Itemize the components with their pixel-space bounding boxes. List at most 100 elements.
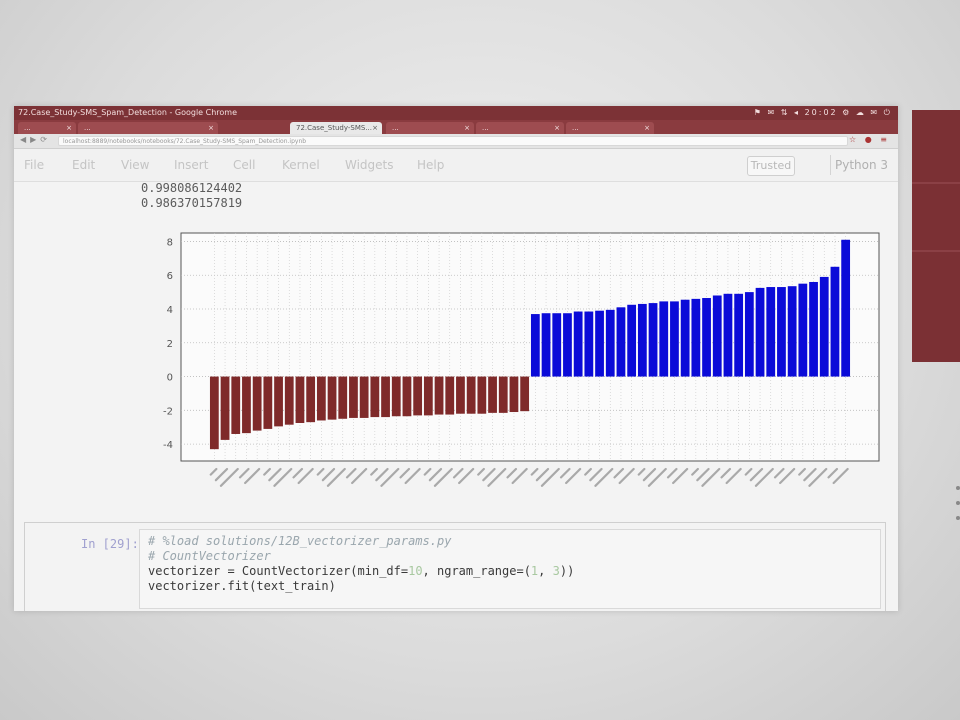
bar — [263, 376, 273, 429]
x-tick-label-blurred — [375, 467, 389, 482]
menu-widgets[interactable]: Widgets — [345, 158, 394, 172]
x-tick-label-blurred — [754, 467, 774, 487]
close-icon[interactable]: × — [66, 124, 72, 132]
bar — [787, 286, 797, 377]
x-tick-label-blurred — [773, 467, 785, 479]
bar — [349, 376, 358, 418]
browser-tab[interactable]: ... × — [566, 122, 654, 134]
x-tick-label-blurred — [238, 467, 250, 479]
browser-tab-active[interactable]: 72.Case_Study-SMS... × — [290, 122, 382, 134]
close-icon[interactable]: × — [554, 124, 560, 132]
x-tick-label-blurred — [345, 467, 357, 479]
url-field[interactable]: localhost:8889/notebooks/notebooks/72.Ca… — [58, 136, 848, 146]
bar — [391, 376, 401, 417]
code-token: vectorizer = CountVectorizer(min_df= — [148, 564, 409, 578]
y-tick-label: 2 — [167, 339, 173, 350]
menu-cell[interactable]: Cell — [233, 158, 256, 172]
menu-kernel[interactable]: Kernel — [282, 158, 320, 172]
bar — [381, 376, 390, 418]
x-tick-label-blurred — [725, 467, 742, 485]
browser-tab[interactable]: ... × — [476, 122, 564, 134]
extension-icons[interactable]: ☆ ● ≡ — [849, 135, 890, 144]
code-line: # %load solutions/12B_vectorizer_params.… — [148, 534, 452, 548]
close-icon[interactable]: × — [208, 124, 214, 132]
bar — [220, 376, 230, 440]
browser-tab[interactable]: ... × — [386, 122, 474, 134]
tab-label: 72.Case_Study-SMS... — [296, 124, 372, 132]
bar — [530, 314, 540, 377]
x-tick-label-blurred — [720, 467, 732, 479]
bar — [327, 376, 337, 420]
code-token: )) — [559, 564, 575, 578]
x-tick-label-blurred — [351, 467, 368, 485]
tab-label: ... — [482, 124, 489, 132]
tab-bar: ... × ... × 72.Case_Study-SMS... × ... × ...… — [14, 120, 898, 134]
bar — [766, 287, 776, 377]
bar — [370, 376, 380, 418]
browser-tab[interactable]: ... × — [78, 122, 218, 134]
bar — [627, 304, 637, 377]
x-tick-label-blurred — [779, 467, 796, 485]
system-tray: ⚑ ✉ ⇅ ◂ 20:02 ⚙ ☁ ✉ ⏻ — [753, 108, 892, 117]
browser-tab[interactable]: ... × — [18, 122, 76, 134]
close-icon[interactable]: × — [464, 124, 470, 132]
output-score-test: 0.986370157819 — [141, 196, 243, 210]
bar — [488, 376, 497, 413]
bar — [413, 376, 423, 416]
code-editor[interactable]: # %load solutions/12B_vectorizer_params.… — [139, 529, 881, 609]
x-tick-label-blurred — [399, 467, 411, 479]
tab-label: ... — [84, 124, 91, 132]
x-tick-label-blurred — [214, 467, 229, 482]
bar — [595, 310, 604, 377]
x-tick-label-blurred — [827, 467, 839, 479]
x-tick-label-blurred — [482, 467, 496, 482]
bar — [584, 311, 594, 377]
bar — [637, 303, 647, 377]
bar — [777, 287, 786, 377]
tab-label: ... — [24, 124, 31, 132]
menu-insert[interactable]: Insert — [174, 158, 209, 172]
x-tick-label-blurred — [316, 467, 325, 476]
bar — [456, 376, 465, 414]
x-tick-label-blurred — [423, 467, 432, 476]
close-icon[interactable]: × — [372, 124, 378, 132]
menu-help[interactable]: Help — [417, 158, 445, 172]
x-tick-label-blurred — [477, 467, 485, 476]
x-tick-label-blurred — [798, 467, 806, 476]
bar — [616, 307, 626, 377]
bar — [306, 376, 316, 423]
x-tick-label-blurred — [691, 467, 699, 476]
nav-arrows-icon[interactable]: ◀▶⟳ — [20, 135, 52, 144]
y-tick-label: 4 — [167, 305, 173, 316]
bar — [359, 376, 369, 418]
code-cell[interactable]: In [29]: # %load solutions/12B_vectorize… — [24, 522, 886, 611]
bar — [670, 301, 679, 377]
bar — [445, 376, 455, 415]
trusted-indicator[interactable]: Trusted — [747, 156, 795, 176]
bar — [552, 313, 562, 377]
x-tick-label-blurred — [744, 467, 753, 476]
bar — [423, 376, 433, 416]
close-icon[interactable]: × — [644, 124, 650, 132]
bar — [498, 376, 508, 413]
x-tick-label-blurred — [433, 467, 453, 487]
x-tick-label-blurred — [584, 467, 592, 476]
bar — [563, 313, 572, 377]
menu-view[interactable]: View — [121, 158, 150, 172]
bar — [316, 376, 326, 421]
notebook-menubar: File Edit View Insert Cell Kernel Widget… — [14, 149, 898, 182]
x-tick-label-blurred — [458, 467, 475, 485]
menu-edit[interactable]: Edit — [72, 158, 96, 172]
bar — [744, 292, 754, 377]
code-line: vectorizer.fit(text_train) — [148, 579, 336, 593]
bar — [723, 293, 733, 377]
bar — [466, 376, 476, 414]
bar — [338, 376, 348, 419]
x-tick-label-blurred — [672, 467, 689, 485]
bar — [541, 313, 551, 377]
x-tick-label-blurred — [647, 467, 667, 487]
bar — [798, 283, 808, 377]
kernel-indicator: Python 3 — [830, 155, 898, 175]
code-number: 1 — [530, 564, 539, 578]
menu-file[interactable]: File — [24, 158, 45, 172]
